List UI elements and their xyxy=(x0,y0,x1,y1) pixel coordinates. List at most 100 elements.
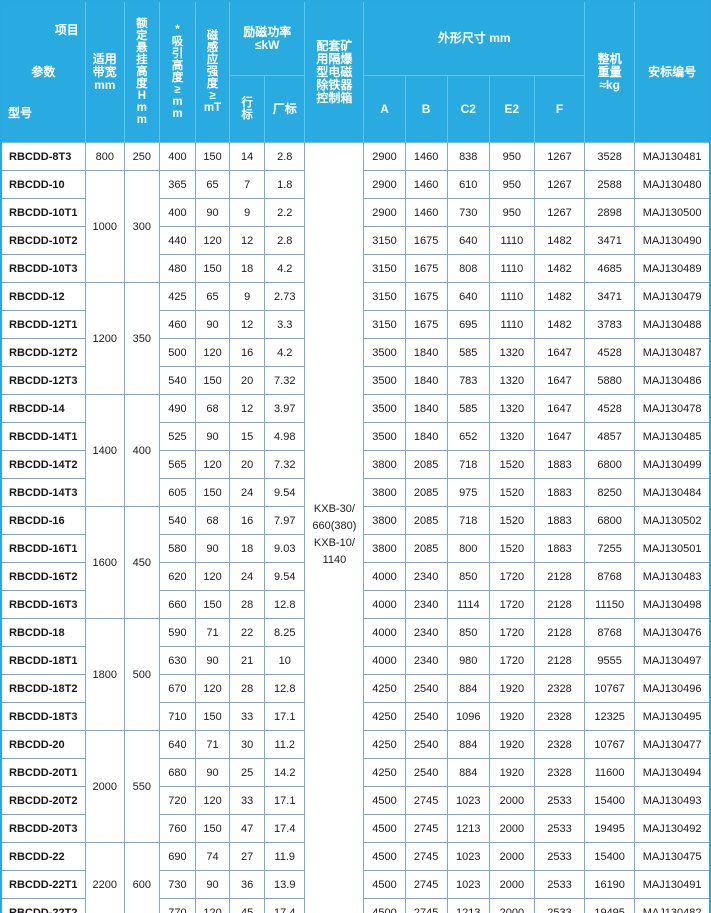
header-dim-a: A xyxy=(363,75,406,143)
cell-dim-f: 2128 xyxy=(533,646,586,675)
cell-dim-f: 1647 xyxy=(533,394,586,423)
cell-dim-c2: 640 xyxy=(446,226,490,255)
cell-bandwidth: 1800 xyxy=(84,618,125,731)
header-dim-c2: C2 xyxy=(446,75,490,143)
cell-magnetic-induction: 90 xyxy=(194,870,231,899)
cell-dim-c2: 718 xyxy=(446,450,490,479)
cell-bandwidth: 2000 xyxy=(84,730,125,843)
cell-cert-number: MAJ130486 xyxy=(634,366,711,395)
cell-dim-c2: 718 xyxy=(446,506,490,535)
table-row: RBCDD-22 2200 600 690 74 27 11.9 4500 2745 1023 20… xyxy=(0,842,711,913)
cell-dim-c2: 585 xyxy=(446,338,490,367)
cell-attraction-height: 540 xyxy=(158,366,197,395)
cell-dim-a: 4000 xyxy=(363,618,406,647)
cell-model: RBCDD-10T1 xyxy=(0,198,86,227)
cell-model: RBCDD-12T1 xyxy=(0,310,86,339)
cell-cert-number: MAJ130497 xyxy=(634,646,711,675)
cell-attraction-height: 525 xyxy=(158,422,197,451)
cell-weight: 16190 xyxy=(584,870,636,899)
cell-factory-standard: 12.8 xyxy=(264,674,306,703)
table-row: RBCDD-20 2000 550 640 71 30 11.2 4250 2540 884 192… xyxy=(0,730,711,843)
cell-model: RBCDD-12T2 xyxy=(0,338,86,367)
cell-magnetic-induction: 150 xyxy=(194,702,231,731)
cell-industry-standard: 33 xyxy=(229,702,266,731)
cell-dim-a: 3150 xyxy=(363,310,406,339)
cell-cert-number: MAJ130487 xyxy=(634,338,711,367)
cell-dim-b: 1460 xyxy=(404,198,448,227)
cell-factory-standard: 9.03 xyxy=(264,534,306,563)
cell-attraction-height: 490 xyxy=(158,394,197,423)
cell-model: RBCDD-18T2 xyxy=(0,674,86,703)
header-industry-standard: 行 标 xyxy=(229,75,266,143)
cell-factory-standard: 7.97 xyxy=(264,506,306,535)
table-row: RBCDD-14T2 565 120 20 7.32 3800 2085 718 1520 188… xyxy=(0,450,711,479)
cell-factory-standard: 12.8 xyxy=(264,590,306,619)
cell-magnetic-induction: 65 xyxy=(194,170,231,199)
cell-cert-number: MAJ130477 xyxy=(634,730,711,759)
cell-dim-a: 3500 xyxy=(363,366,406,395)
cell-factory-standard: 10 xyxy=(264,646,306,675)
cell-factory-standard: 2.8 xyxy=(264,226,306,255)
cell-model: RBCDD-20T3 xyxy=(0,814,86,843)
table-row: RBCDD-20T2 720 120 33 17.1 4500 2745 1023 2000 25… xyxy=(0,786,711,815)
cell-model: RBCDD-22 xyxy=(0,842,86,871)
cell-dim-c2: 1213 xyxy=(446,898,490,913)
cell-attraction-height: 640 xyxy=(158,730,197,759)
cell-weight: 3783 xyxy=(584,310,636,339)
table-row: RBCDD-18T1 630 90 21 10 4000 2340 980 1720 2128 95… xyxy=(0,646,711,675)
cell-dim-e2: 1920 xyxy=(488,702,535,731)
cell-dim-f: 2328 xyxy=(533,674,586,703)
cell-dim-a: 4000 xyxy=(363,646,406,675)
cell-magnetic-induction: 90 xyxy=(194,198,231,227)
cell-industry-standard: 24 xyxy=(229,478,266,507)
cell-dim-c2: 1213 xyxy=(446,814,490,843)
cell-industry-standard: 47 xyxy=(229,814,266,843)
cell-attraction-height: 580 xyxy=(158,534,197,563)
cell-dim-b: 2745 xyxy=(404,898,448,913)
cell-magnetic-induction: 120 xyxy=(194,898,231,913)
cell-cert-number: MAJ130498 xyxy=(634,590,711,619)
cell-attraction-height: 605 xyxy=(158,478,197,507)
cell-dim-b: 2540 xyxy=(404,674,448,703)
cell-magnetic-induction: 120 xyxy=(194,562,231,591)
cell-factory-standard: 4.2 xyxy=(264,338,306,367)
cell-dim-c2: 1114 xyxy=(446,590,490,619)
cell-model: RBCDD-16T2 xyxy=(0,562,86,591)
cell-dim-b: 2085 xyxy=(404,534,448,563)
cell-magnetic-induction: 150 xyxy=(194,814,231,843)
table-row: RBCDD-22T1 730 90 36 13.9 4500 2745 1023 2000 253… xyxy=(0,870,711,899)
cell-factory-standard: 17.1 xyxy=(264,702,306,731)
cell-dim-f: 1883 xyxy=(533,450,586,479)
cell-dim-e2: 1320 xyxy=(488,366,535,395)
cell-dim-f: 1647 xyxy=(533,422,586,451)
cell-suspension-height: 500 xyxy=(123,618,160,731)
table-row: RBCDD-22T2 770 120 45 17.4 4500 2745 1213 2000 25… xyxy=(0,898,711,913)
cell-magnetic-induction: 150 xyxy=(194,478,231,507)
cell-industry-standard: 9 xyxy=(229,198,266,227)
cell-industry-standard: 9 xyxy=(229,282,266,311)
cell-model: RBCDD-14T2 xyxy=(0,450,86,479)
cell-dim-e2: 1320 xyxy=(488,394,535,423)
cell-dim-e2: 1920 xyxy=(488,730,535,759)
cell-dim-e2: 1320 xyxy=(488,338,535,367)
cell-dim-c2: 975 xyxy=(446,478,490,507)
cell-industry-standard: 18 xyxy=(229,254,266,283)
cell-industry-standard: 33 xyxy=(229,786,266,815)
cell-model: RBCDD-10 xyxy=(0,170,86,199)
cell-factory-standard: 4.2 xyxy=(264,254,306,283)
cell-dim-f: 1883 xyxy=(533,478,586,507)
cell-dim-e2: 1720 xyxy=(488,562,535,591)
cell-dim-b: 2745 xyxy=(404,814,448,843)
cell-dim-e2: 2000 xyxy=(488,898,535,913)
cell-model: RBCDD-14T3 xyxy=(0,478,86,507)
cell-dim-f: 1267 xyxy=(533,142,586,171)
cell-attraction-height: 680 xyxy=(158,758,197,787)
cell-cert-number: MAJ130488 xyxy=(634,310,711,339)
cell-dim-b: 2540 xyxy=(404,702,448,731)
cell-dim-e2: 2000 xyxy=(488,842,535,871)
cell-suspension-height: 250 xyxy=(123,142,160,171)
cell-dim-b: 1675 xyxy=(404,282,448,311)
cell-cert-number: MAJ130480 xyxy=(634,170,711,199)
cell-dim-b: 2745 xyxy=(404,870,448,899)
cell-weight: 10767 xyxy=(584,730,636,759)
